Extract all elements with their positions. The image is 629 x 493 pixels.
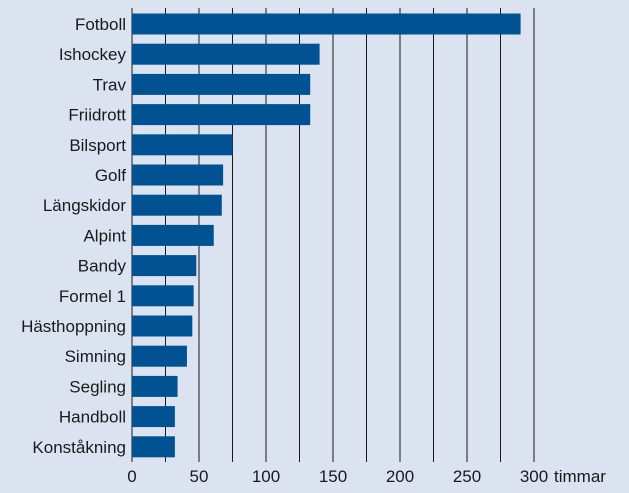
category-label: Alpint [83,226,126,245]
category-label: Segling [69,377,126,396]
x-tick-label: 250 [453,467,481,486]
x-tick-label: 50 [190,467,209,486]
bar-simning [132,345,187,367]
category-label: Ishockey [59,45,127,64]
x-tick-label: 200 [386,467,414,486]
bar-konståkning [132,436,175,458]
x-tick-label: 100 [252,467,280,486]
bar-friidrott [132,104,311,126]
category-label: Längskidor [43,196,127,215]
bar-trav [132,73,311,95]
x-tick-label: 300 [520,467,548,486]
bar-formel-1 [132,285,194,307]
category-label: Bilsport [69,136,126,155]
bar-fotboll [132,13,521,35]
x-tick-label: 150 [319,467,347,486]
bar-hästhoppning [132,315,193,337]
bar-bilsport [132,134,233,156]
bar-ishockey [132,43,320,65]
bar-alpint [132,224,214,246]
category-label: Konståkning [32,438,126,457]
x-tick-label: 0 [127,467,136,486]
category-label: Simning [65,347,126,366]
category-label: Fotboll [75,15,126,34]
bars [132,13,521,458]
category-label: Hästhoppning [21,317,126,336]
category-label: Formel 1 [59,287,126,306]
bar-bandy [132,255,197,277]
category-label: Trav [93,75,127,94]
category-label: Friidrott [68,106,126,125]
category-label: Golf [95,166,126,185]
category-label: Handboll [59,408,126,427]
category-labels: Fotboll Ishockey Trav Friidrott Bilsport Golf… [21,15,126,457]
bar-golf [132,164,224,186]
x-unit-label: timmar [554,467,606,486]
category-label: Bandy [78,257,127,276]
bar-segling [132,375,178,397]
bar-handboll [132,406,175,428]
x-tick-labels: 0 50 100 150 200 250 300 [127,467,548,486]
bar-längskidor [132,194,222,216]
